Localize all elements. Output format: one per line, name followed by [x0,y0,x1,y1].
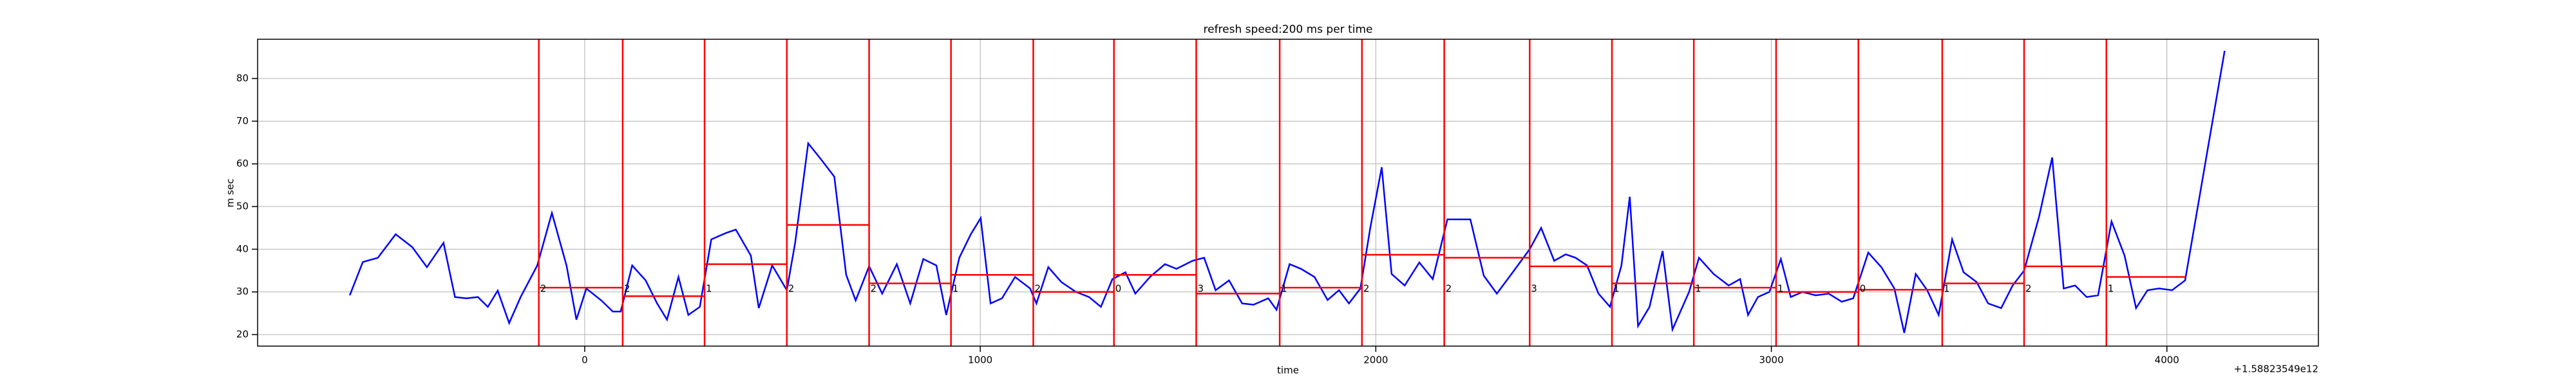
y-tick-label: 20 [236,329,249,340]
segment-label: 1 [1944,283,1950,295]
x-tick-label: 4000 [2155,354,2179,366]
x-tick-label: 1000 [968,354,992,366]
x-offset-label: +1.58823549e12 [2233,363,2318,375]
segment-label: 1 [1281,283,1287,295]
y-tick-label: 60 [236,158,249,169]
segment-label: 1 [2108,283,2114,295]
chart-title: refresh speed:200 ms per time [1204,23,1373,36]
segment-label: 0 [1115,283,1122,295]
y-tick-label: 50 [236,201,249,212]
plot-frame [257,39,2319,347]
segment-label: 1 [1695,283,1701,295]
segment-label: 2 [1363,283,1370,295]
segment-label: 0 [1860,283,1866,295]
segment-label: 3 [1531,283,1537,295]
segment-label: 2 [540,283,547,295]
x-tick-label: 2000 [1363,354,1388,366]
segment-label: 1 [1613,283,1620,295]
y-tick-label: 30 [236,286,249,297]
segment-label: 1 [706,283,712,295]
x-tick-label: 0 [582,354,588,366]
y-tick-label: 70 [236,115,249,127]
segment-label: 2 [624,283,630,295]
y-tick-label: 80 [236,73,249,84]
segment-label: 2 [788,283,795,295]
segment-label: 1 [952,283,959,295]
segment-label: 2 [1446,283,1452,295]
data-line [348,50,2226,333]
segment-label: 2 [2025,283,2032,295]
segment-label: 2 [871,283,877,295]
y-tick-label: 40 [236,243,249,255]
segment-label: 2 [1034,283,1041,295]
segment-label: 1 [1777,283,1784,295]
segment-label: 3 [1198,283,1204,295]
y-axis-label: m sec [225,179,236,208]
x-axis-label: time [1277,365,1299,376]
x-tick-label: 3000 [1759,354,1783,366]
